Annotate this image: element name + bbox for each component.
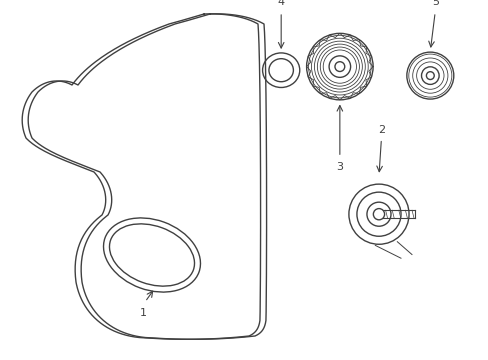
Text: 5: 5: [431, 0, 438, 7]
Text: 2: 2: [377, 125, 384, 135]
Text: 1: 1: [139, 308, 146, 318]
Text: 3: 3: [336, 162, 343, 172]
Text: 4: 4: [277, 0, 284, 7]
